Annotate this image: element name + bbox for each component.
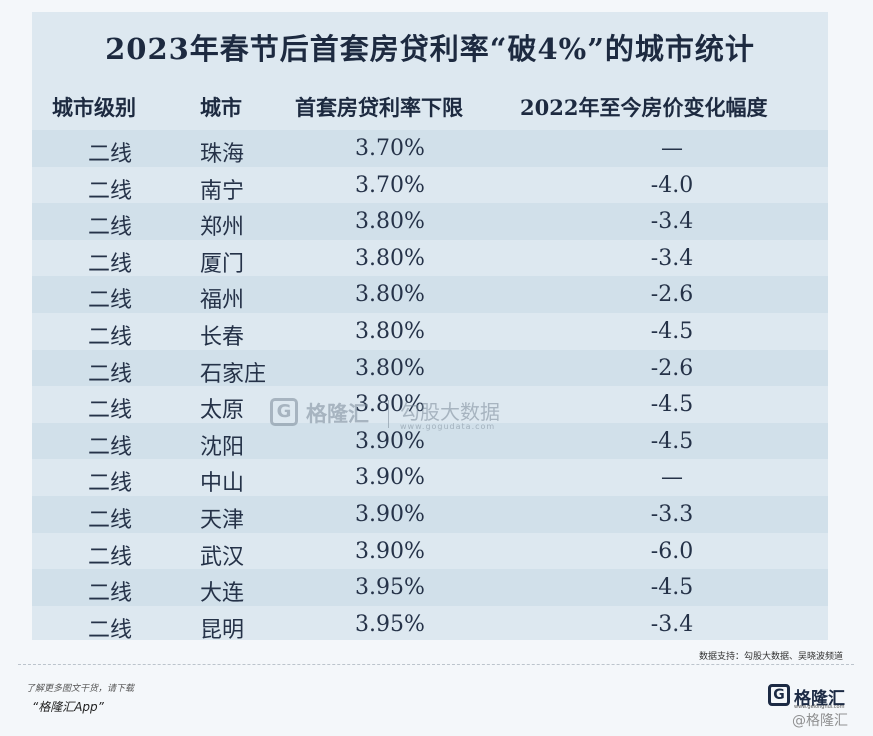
cell-change: -2.6 [650, 355, 694, 381]
table-row: 二线 昆明 3.95% -3.4 [32, 606, 828, 643]
cell-level: 二线 [88, 434, 133, 460]
cell-city: 天津 [200, 508, 245, 533]
cell-change: -4.0 [650, 172, 694, 198]
cell-city: 厦门 [200, 251, 245, 277]
cell-level: 二线 [88, 325, 133, 350]
cell-rate: 3.90% [355, 538, 425, 564]
header-change: 2022年至今房价变化幅度 [520, 95, 768, 120]
cell-level: 二线 [88, 508, 133, 533]
cell-city: 昆明 [200, 617, 245, 643]
table-row: 二线 珠海 3.70% — [32, 130, 828, 167]
cell-city: 中山 [200, 471, 245, 497]
footer-promo-line1: 了解更多图文干货，请下载 [26, 684, 135, 694]
cell-city: 石家庄 [200, 361, 267, 387]
table-header: 城市级别 城市 首套房贷利率下限 2022年至今房价变化幅度 [32, 92, 828, 128]
cell-level: 二线 [88, 215, 133, 241]
cell-rate: 3.90% [355, 428, 425, 454]
table-row: 二线 厦门 3.80% -3.4 [32, 240, 828, 277]
cell-level: 二线 [88, 361, 133, 387]
cell-change: -6.0 [650, 538, 694, 564]
table-row: 二线 沈阳 3.90% -4.5 [32, 422, 828, 460]
cell-change: -3.3 [650, 502, 694, 527]
cell-change: -3.4 [650, 209, 694, 235]
table-card: 2023年春节后首套房贷利率“破4%”的城市统计 城市级别 城市 首套房贷利率下… [32, 12, 828, 643]
cell-level: 二线 [88, 398, 133, 424]
cell-change: -3.4 [650, 245, 694, 271]
table-row: 二线 石家庄 3.80% -2.6 [32, 349, 828, 387]
cell-rate: 3.80% [355, 245, 425, 271]
cell-change: -4.5 [650, 575, 694, 601]
cell-city: 武汉 [200, 544, 245, 570]
cell-rate: 3.80% [355, 209, 425, 235]
cell-rate: 3.80% [355, 282, 425, 308]
cell-city: 郑州 [200, 215, 245, 241]
table-row: 二线 中山 3.90% — [32, 459, 828, 496]
cell-rate: 3.90% [355, 465, 425, 491]
data-source-note: 数据支持：勾股大数据、吴晓波频道 [698, 652, 843, 662]
cell-change: — [661, 465, 683, 491]
cell-city: 珠海 [200, 142, 245, 167]
table-row: 二线 郑州 3.80% -3.4 [32, 203, 828, 240]
cell-change: -3.4 [650, 611, 694, 637]
cell-level: 二线 [88, 142, 133, 167]
table-row: 二线 大连 3.95% -4.5 [32, 569, 828, 606]
corner-watermark: @格隆汇 [792, 713, 848, 729]
cell-level: 二线 [88, 288, 133, 314]
cell-rate: 3.80% [355, 392, 425, 418]
table-row: 二线 福州 3.80% -2.6 [32, 276, 828, 313]
cell-change: -4.5 [650, 428, 694, 454]
table-row: 二线 南宁 3.70% -4.0 [32, 167, 828, 204]
cell-city: 大连 [200, 581, 245, 607]
watermark-divider [388, 400, 389, 428]
cell-city: 沈阳 [200, 434, 245, 460]
cell-rate: 3.80% [355, 355, 425, 381]
dashed-divider [18, 664, 854, 665]
cell-change: -4.5 [650, 392, 694, 418]
table-row: 二线 太原 3.80% -4.5 [32, 386, 828, 423]
watermark-url: www.gogudata.com [400, 422, 496, 431]
header-city: 城市 [200, 95, 242, 120]
watermark-right-text: 勾股大数据 [400, 400, 500, 424]
footer-promo-line2: “格隆汇App” [32, 700, 104, 714]
watermark-logo-icon: G [270, 398, 298, 426]
brand-url: www.gelonghui.com [794, 704, 845, 710]
cell-level: 二线 [88, 617, 133, 643]
cell-rate: 3.95% [355, 611, 425, 637]
watermark-name: 格隆汇 [306, 402, 369, 426]
table-row: 二线 天津 3.90% -3.3 [32, 496, 828, 533]
cell-rate: 3.90% [355, 502, 425, 527]
cell-city: 南宁 [200, 178, 245, 204]
cell-level: 二线 [88, 178, 133, 204]
header-level: 城市级别 [52, 95, 136, 120]
cell-change: -2.6 [650, 282, 694, 308]
cell-city: 福州 [200, 288, 245, 314]
cell-city: 太原 [200, 398, 245, 424]
cell-level: 二线 [88, 251, 133, 277]
brand-name: 格隆汇 [794, 689, 845, 709]
table-row: 二线 武汉 3.90% -6.0 [32, 533, 828, 570]
cell-city: 长春 [200, 325, 245, 350]
cell-level: 二线 [88, 471, 133, 497]
header-rate: 首套房贷利率下限 [295, 95, 463, 120]
cell-change: — [661, 136, 683, 161]
cell-level: 二线 [88, 544, 133, 570]
brand-logo-icon: G [768, 684, 790, 706]
cell-level: 二线 [88, 581, 133, 607]
table-title: 2023年春节后首套房贷利率“破4%”的城市统计 [105, 32, 755, 66]
cell-rate: 3.95% [355, 575, 425, 601]
cell-rate: 3.70% [355, 172, 425, 198]
table-row: 二线 长春 3.80% -4.5 [32, 313, 828, 350]
cell-rate: 3.80% [355, 319, 425, 344]
cell-rate: 3.70% [355, 136, 425, 161]
cell-change: -4.5 [650, 319, 694, 344]
